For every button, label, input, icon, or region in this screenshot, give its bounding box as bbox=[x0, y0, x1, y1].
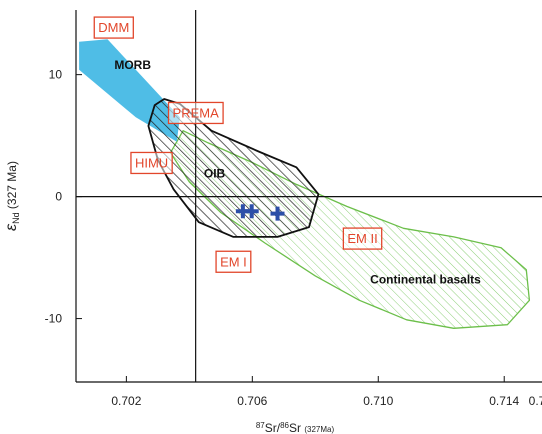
end-member-label: EM I bbox=[220, 254, 247, 269]
end-member-box bbox=[215, 250, 252, 273]
field-label-continental-basalts: Continental basalts bbox=[370, 273, 481, 287]
end-member-prema: PREMA bbox=[167, 101, 224, 125]
data-point bbox=[270, 206, 285, 221]
x-tick-label: 0.706 bbox=[237, 394, 267, 408]
points-layer bbox=[235, 204, 285, 221]
end-member-himu: HIMU bbox=[130, 151, 173, 175]
end-member-box bbox=[342, 227, 383, 250]
field-label-morb: MORB bbox=[114, 58, 151, 72]
y-tick-label: 0 bbox=[55, 190, 62, 204]
x-tick-label: 0.702 bbox=[111, 394, 141, 408]
end-member-label: DMM bbox=[98, 20, 129, 35]
x-tick-label: 0.710 bbox=[363, 394, 393, 408]
end-member-dmm: DMM bbox=[93, 16, 134, 39]
end-member-box bbox=[130, 151, 173, 175]
end-member-em-i: EM I bbox=[215, 250, 252, 273]
end-member-label: PREMA bbox=[173, 105, 220, 120]
x-axis-title: 87Sr/86Sr (327Ma) bbox=[256, 421, 335, 434]
end-member-label: HIMU bbox=[135, 155, 168, 170]
end-member-label: EM II bbox=[347, 231, 377, 246]
x-tick-label: 0.714 bbox=[489, 394, 519, 408]
y-axis-title: εNd (327 Ma) bbox=[3, 161, 21, 231]
labels-layer: MORB OIB Continental basalts DMM PREMA HIMU EM… bbox=[93, 16, 481, 287]
end-member-box bbox=[167, 101, 224, 125]
field-label-oib: OIB bbox=[204, 166, 226, 180]
end-member-box bbox=[93, 16, 134, 39]
x-tick-label: 0.7 bbox=[529, 394, 542, 408]
data-point bbox=[244, 204, 259, 219]
end-member-em-ii: EM II bbox=[342, 227, 383, 250]
y-tick-label: -10 bbox=[45, 312, 63, 326]
y-tick-label: 10 bbox=[49, 68, 63, 82]
